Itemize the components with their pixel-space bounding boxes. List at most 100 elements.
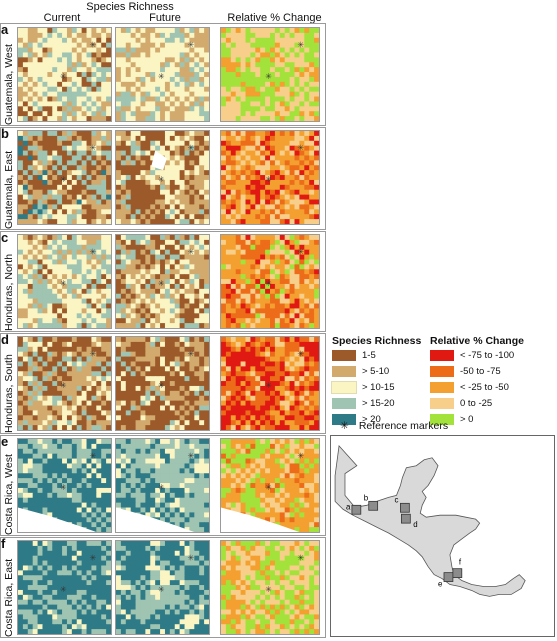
map-box-b [368, 500, 379, 511]
legend-label: > 5-10 [362, 365, 390, 377]
row-letter-c: c [1, 230, 9, 245]
row-name-a: Guatemala, West [3, 44, 15, 125]
map-box-e [443, 572, 454, 582]
legend-change-title: Relative % Change [430, 335, 524, 347]
map-land-mexico-yucatan [334, 444, 526, 597]
legend-swatch [331, 380, 357, 394]
row-group-f [0, 537, 326, 638]
row-group-d [0, 333, 326, 434]
super-title: Species Richness [86, 1, 174, 13]
row-name-b: Guatemala, East [3, 150, 15, 229]
legend-change-item: 0 to -25 [430, 397, 492, 409]
svg-text:✳: ✳ [187, 350, 194, 359]
column-header-current: Current [43, 12, 81, 24]
map-label-e: e [438, 579, 443, 588]
svg-text:✳: ✳ [265, 72, 272, 81]
map-tile-e-current: ✳ ✳ [17, 438, 112, 533]
map-tile-b-future: ✳ ✳ [115, 130, 210, 225]
legend-swatch [430, 413, 454, 425]
row-letter-a: a [1, 22, 9, 37]
map-tile-b-change: ✳ ✳ [220, 130, 320, 225]
map-tile-c-future: ✳ ✳ [115, 234, 210, 329]
map-tile-a-future: ✳ ✳ [115, 27, 210, 122]
svg-text:✳: ✳ [89, 144, 96, 153]
map-tile-c-change: ✳ ✳ [220, 234, 320, 329]
legend-label: > 0 [460, 413, 474, 425]
svg-text:✳: ✳ [265, 381, 272, 390]
legend-richness-title: Species Richness [332, 335, 422, 347]
legend-swatch [430, 381, 454, 393]
legend-swatch [332, 349, 356, 361]
svg-text:✳: ✳ [297, 350, 304, 359]
svg-text:✳: ✳ [60, 381, 67, 390]
central-america-map: a b c d e f [334, 444, 526, 597]
svg-text:✳: ✳ [297, 144, 304, 153]
svg-text:✳: ✳ [297, 248, 304, 257]
legend-label: < -75 to -100 [460, 349, 515, 361]
legend-label: > 10-15 [362, 381, 395, 393]
svg-text:✳: ✳ [89, 350, 96, 359]
map-box-c [400, 502, 410, 513]
svg-text:✳: ✳ [158, 381, 165, 390]
legend-change-item: < -25 to -50 [430, 381, 509, 393]
column-header-relative-change: Relative % Change [227, 12, 322, 24]
svg-text:✳: ✳ [89, 248, 96, 257]
map-label-a: a [346, 502, 351, 511]
location-map: a b c d e f [330, 435, 555, 637]
svg-text:✳: ✳ [60, 72, 67, 81]
legend-richness-item: > 5-10 [332, 365, 389, 377]
map-tile-d-current: ✳ ✳ [17, 336, 112, 431]
legend-swatch [430, 349, 454, 361]
map-tile-e-change: ✳ ✳ [220, 438, 320, 533]
row-name-f: Costa Rica, East [3, 558, 15, 637]
row-group-c [0, 231, 326, 332]
legend-label: > 15-20 [362, 397, 395, 409]
row-group-a [0, 23, 326, 126]
map-box-d [401, 513, 411, 524]
legend-richness-item: 1-5 [332, 349, 376, 361]
row-letter-d: d [1, 332, 9, 347]
row-name-e: Costa Rica, West [3, 454, 15, 535]
map-box-a [351, 504, 362, 515]
row-name-c: Honduras, North [3, 253, 15, 331]
legend-swatch [430, 397, 454, 409]
map-tile-a-change: ✳ ✳ [220, 27, 320, 122]
legend-label: > 20 [362, 413, 381, 425]
legend-label: 0 to -25 [460, 397, 493, 409]
map-tile-f-change: ✳ ✳ [220, 540, 320, 635]
map-tile-d-change: ✳ ✳ [220, 336, 320, 431]
row-group-b [0, 127, 326, 230]
legend-label: 1-5 [362, 349, 376, 361]
map-label-f: f [459, 558, 462, 567]
row-letter-e: e [1, 434, 9, 449]
svg-text:✳: ✳ [158, 72, 165, 81]
map-tile-c-current: ✳ ✳ [17, 234, 112, 329]
legend-richness-item: > 10-15 [331, 380, 395, 394]
map-box-f [452, 568, 463, 578]
map-tile-f-current: ✳ ✳ [17, 540, 112, 635]
legend-change-item: -50 to -75 [430, 365, 501, 377]
legend-swatch [332, 365, 356, 377]
map-label-b: b [364, 493, 369, 502]
svg-text:✳: ✳ [60, 279, 67, 288]
map-label-d: d [413, 520, 417, 529]
legend-change-item: > 0 [430, 413, 473, 425]
map-label-c: c [394, 495, 398, 504]
svg-text:✳: ✳ [158, 279, 165, 288]
reference-marker-label: Reference markers [358, 420, 449, 432]
svg-text:✳: ✳ [265, 279, 272, 288]
map-tile-a-current: ✳ ✳ [17, 27, 112, 122]
map-tile-e-future: ✳ ✳ [115, 438, 210, 533]
legend-change-item: < -75 to -100 [430, 349, 514, 361]
legend-richness-item: > 15-20 [332, 397, 395, 409]
legend-label: -50 to -75 [460, 365, 501, 377]
legend-swatch [332, 397, 356, 409]
legend-swatch [332, 413, 356, 425]
map-tile-d-future: ✳ ✳ [115, 336, 210, 431]
map-tile-f-future: ✳ ✳ [115, 540, 210, 635]
column-header-future: Future [149, 12, 181, 24]
svg-text:✳: ✳ [187, 144, 194, 153]
svg-text:✳: ✳ [297, 41, 304, 50]
reference-marker-legend: ✳ Reference markers [340, 420, 448, 432]
svg-text:✳: ✳ [187, 248, 194, 257]
